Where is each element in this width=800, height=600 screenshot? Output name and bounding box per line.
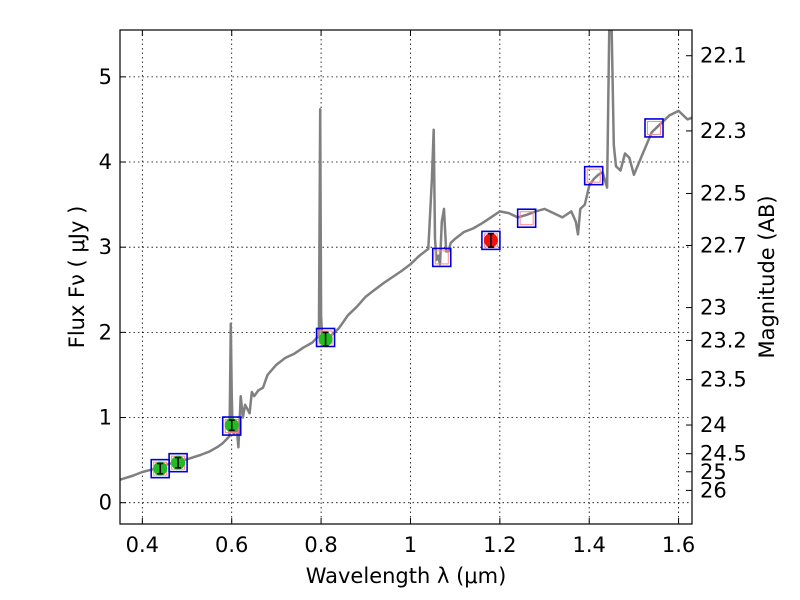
x-axis: 0.4 0.6 0.8 1 1.2 1.4 1.6 (126, 30, 695, 557)
model-box (168, 452, 188, 473)
model-box-inner (647, 120, 662, 135)
y2-axis-label: Magnitude (AB) (755, 195, 779, 358)
y-axis: 0 1 2 3 4 5 (99, 65, 126, 515)
x-tick-label: 1.4 (573, 533, 606, 557)
y2-tick-label: 23 (700, 296, 727, 320)
model-box-inner (434, 250, 449, 265)
x-tick-label: 1 (404, 533, 417, 557)
model-box-inner (586, 168, 601, 183)
x-tick-label: 0.6 (215, 533, 248, 557)
model-box (221, 416, 242, 436)
grid (120, 30, 692, 524)
y2-tick-label: 22.1 (700, 44, 747, 68)
y2-tick-label: 24 (700, 413, 727, 437)
y-tick-label: 4 (99, 150, 112, 174)
model-box (583, 165, 604, 186)
y-tick-label: 3 (99, 235, 112, 259)
x-axis-label: Wavelength λ (μm) (306, 564, 507, 588)
y2-tick-label: 22.3 (700, 119, 747, 143)
x-tick-label: 0.4 (126, 533, 159, 557)
y2-tick-label: 23.2 (700, 328, 747, 352)
y-axis-label: Flux Fν ( μJy ) (65, 206, 89, 349)
model-box (481, 230, 501, 251)
sed-line (120, 30, 692, 481)
model-box (644, 118, 664, 138)
y2-tick-label: 26 (700, 478, 727, 502)
y-tick-label: 5 (99, 65, 112, 89)
y-tick-label: 2 (99, 320, 112, 344)
y2-tick-label: 25 (700, 460, 727, 484)
y2-tick-label: 22.5 (700, 181, 747, 205)
plot-area (120, 30, 692, 481)
model-box (516, 208, 537, 229)
x-tick-label: 0.8 (304, 533, 337, 557)
x-tick-label: 1.6 (662, 533, 695, 557)
axes-frame (119, 29, 693, 525)
model-box-inner (519, 211, 534, 226)
y-tick-label: 0 (99, 491, 112, 515)
y-tick-label: 1 (99, 406, 112, 430)
y2-tick-label: 24.5 (700, 442, 747, 466)
x-tick-label: 1.2 (483, 533, 516, 557)
model-box (431, 247, 452, 268)
y2-tick-label: 23.5 (700, 368, 747, 392)
y2-tick-label: 22.7 (700, 233, 747, 257)
